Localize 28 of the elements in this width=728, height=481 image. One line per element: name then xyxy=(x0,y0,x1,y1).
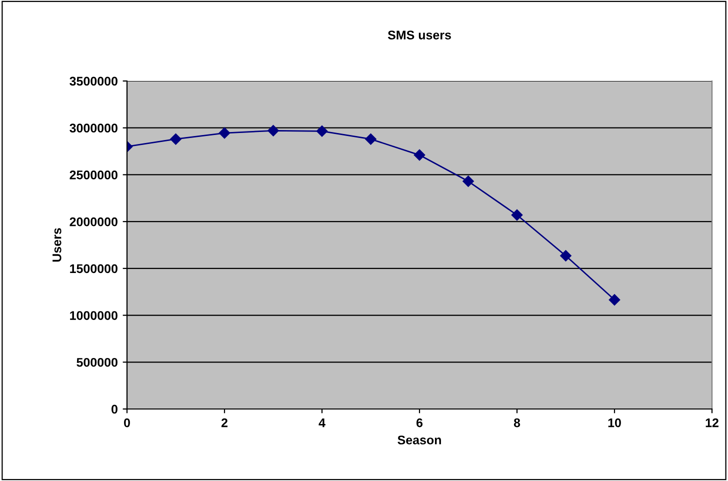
point xyxy=(511,209,523,221)
y-tick-label: 2000000 xyxy=(70,217,118,226)
x-tick-label: 4 xyxy=(318,418,326,428)
x-axis-title: Season xyxy=(398,436,441,444)
point xyxy=(462,176,474,187)
y-tick-label: 1000000 xyxy=(70,311,118,320)
point xyxy=(365,133,376,145)
point xyxy=(560,250,572,262)
y-tick-label: 1500000 xyxy=(70,264,118,274)
x-tick-label: 2 xyxy=(221,418,228,428)
y-axis-title: Users xyxy=(52,228,62,262)
chart-title: SMS users xyxy=(388,30,451,40)
y-tick-label: 3000000 xyxy=(70,124,118,133)
x-tick-label: 6 xyxy=(416,418,423,428)
point xyxy=(218,127,230,139)
point xyxy=(316,126,328,137)
point xyxy=(414,149,426,161)
x-tick-label: 0 xyxy=(124,418,130,428)
point xyxy=(608,294,620,306)
y-tick-label: 500000 xyxy=(76,358,118,367)
point xyxy=(268,125,279,136)
y-tick-label: 2500000 xyxy=(70,170,118,180)
x-tick-label: 8 xyxy=(514,418,520,428)
y-tick-label: 0 xyxy=(112,404,118,414)
x-tick-label: 10 xyxy=(608,418,621,428)
y-tick-label: 3500000 xyxy=(70,76,118,86)
x-tick-label: 12 xyxy=(706,418,718,428)
point xyxy=(170,133,182,145)
